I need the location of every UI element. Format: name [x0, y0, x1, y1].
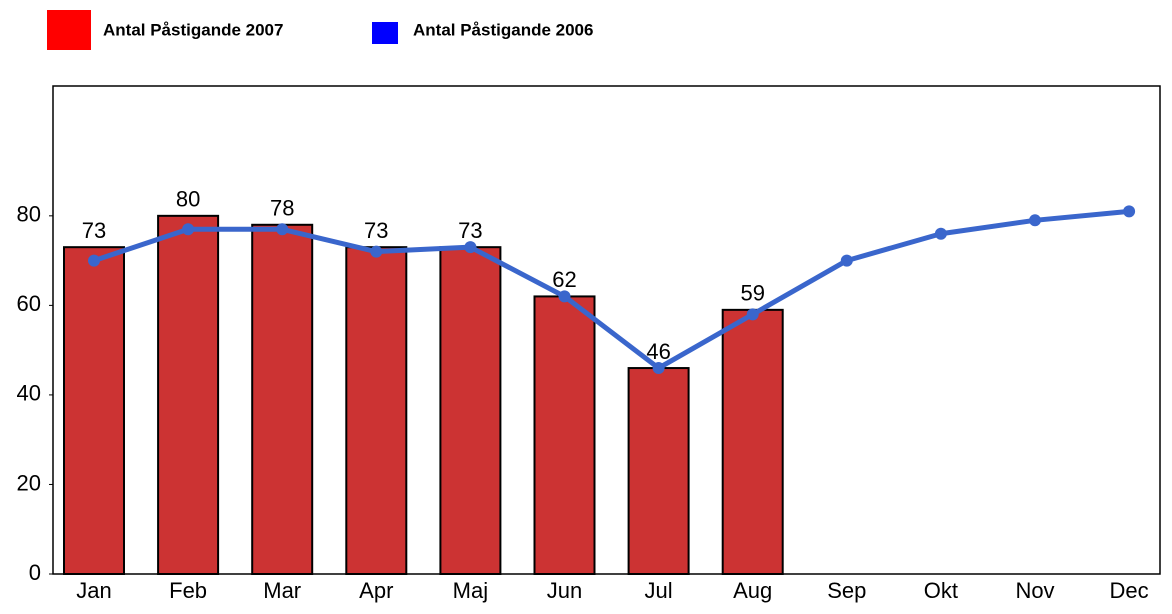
- data-label: 59: [740, 281, 764, 306]
- bar: [251, 223, 314, 575]
- y-tick-label: 60: [17, 291, 41, 316]
- bar: [627, 367, 690, 576]
- data-label: 73: [82, 218, 106, 243]
- point: [652, 362, 665, 375]
- legend-swatch: [47, 10, 91, 50]
- data-label: 80: [176, 187, 200, 212]
- x-tick-label: Mar: [263, 578, 301, 603]
- plot-frame: [52, 85, 1161, 575]
- point: [464, 241, 477, 254]
- x-tick-label: Jan: [76, 578, 111, 603]
- legend-label: Antal Påstigande 2006: [413, 20, 593, 39]
- x-tick-label: Maj: [453, 578, 488, 603]
- bar: [345, 246, 408, 575]
- x-tick-label: Feb: [169, 578, 207, 603]
- point: [746, 308, 759, 321]
- data-label: 73: [458, 218, 482, 243]
- x-tick-label: Okt: [924, 578, 958, 603]
- point: [276, 223, 289, 236]
- x-tick-label: Aug: [733, 578, 772, 603]
- y-tick-label: 40: [17, 381, 41, 406]
- bar: [533, 295, 596, 575]
- line: [93, 208, 1130, 371]
- data-label: 73: [364, 218, 388, 243]
- x-tick-label: Dec: [1110, 578, 1149, 603]
- x-tick-label: Sep: [827, 578, 866, 603]
- point: [840, 254, 853, 267]
- bar: [721, 308, 784, 575]
- x-tick-label: Apr: [359, 578, 393, 603]
- legend-label: Antal Påstigande 2007: [103, 20, 283, 39]
- point: [1123, 205, 1136, 218]
- legend-swatch: [372, 22, 398, 44]
- x-tick-label: Jun: [547, 578, 582, 603]
- bar: [157, 214, 220, 575]
- y-tick-label: 20: [17, 470, 41, 495]
- point: [1029, 214, 1041, 227]
- y-tick-label: 0: [29, 560, 41, 585]
- data-label: 62: [552, 267, 576, 292]
- bar: [63, 246, 125, 575]
- point: [558, 290, 571, 303]
- x-tick-label: Jul: [645, 578, 673, 603]
- point: [934, 227, 947, 240]
- bar: [439, 246, 502, 575]
- y-tick-label: 80: [17, 202, 41, 227]
- data-label: 78: [270, 196, 294, 221]
- x-tick-label: Nov: [1015, 578, 1054, 603]
- point: [370, 245, 383, 258]
- point: [182, 223, 195, 236]
- point: [88, 254, 100, 267]
